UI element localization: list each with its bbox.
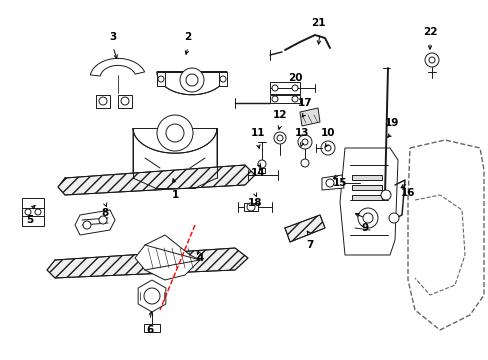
- Polygon shape: [285, 215, 325, 242]
- Text: 10: 10: [320, 128, 335, 138]
- Polygon shape: [219, 72, 226, 86]
- Bar: [259, 168, 264, 173]
- Bar: [351, 185, 381, 190]
- Circle shape: [258, 160, 265, 168]
- Polygon shape: [118, 95, 132, 108]
- Polygon shape: [90, 58, 144, 76]
- Polygon shape: [133, 128, 217, 188]
- Bar: [22, 198, 44, 226]
- Circle shape: [276, 135, 283, 141]
- Text: 22: 22: [422, 27, 436, 37]
- Polygon shape: [138, 280, 165, 312]
- Circle shape: [165, 124, 183, 142]
- Bar: [351, 175, 381, 180]
- Text: 6: 6: [146, 325, 153, 335]
- Polygon shape: [58, 165, 254, 195]
- Text: 14: 14: [250, 168, 265, 178]
- Text: 11: 11: [250, 128, 264, 138]
- Bar: [269, 95, 299, 103]
- Text: 1: 1: [171, 190, 178, 200]
- Circle shape: [297, 135, 311, 149]
- Circle shape: [380, 190, 390, 200]
- Circle shape: [121, 97, 129, 105]
- Text: 8: 8: [101, 208, 108, 218]
- Circle shape: [424, 53, 438, 67]
- Circle shape: [388, 213, 398, 223]
- Text: 21: 21: [310, 18, 325, 28]
- Polygon shape: [157, 72, 226, 95]
- Circle shape: [320, 141, 334, 155]
- Polygon shape: [157, 72, 164, 86]
- Text: 15: 15: [332, 178, 346, 188]
- Text: 20: 20: [287, 73, 302, 83]
- Circle shape: [99, 216, 107, 224]
- Text: 17: 17: [297, 98, 312, 108]
- Circle shape: [325, 145, 330, 151]
- Circle shape: [291, 96, 297, 102]
- Circle shape: [428, 57, 434, 63]
- Text: 18: 18: [247, 198, 262, 208]
- Circle shape: [301, 159, 308, 167]
- Circle shape: [271, 85, 278, 91]
- Polygon shape: [47, 248, 247, 278]
- Polygon shape: [135, 235, 200, 280]
- Circle shape: [25, 209, 31, 215]
- Polygon shape: [339, 148, 397, 255]
- Circle shape: [325, 179, 333, 187]
- Bar: [143, 324, 160, 332]
- Text: 9: 9: [361, 223, 368, 233]
- Circle shape: [271, 96, 278, 102]
- Circle shape: [291, 85, 297, 91]
- Text: 5: 5: [26, 215, 34, 225]
- Circle shape: [185, 74, 198, 86]
- Polygon shape: [96, 95, 110, 108]
- Circle shape: [302, 139, 307, 145]
- Circle shape: [220, 76, 225, 82]
- Circle shape: [157, 115, 193, 151]
- Text: 12: 12: [272, 110, 286, 120]
- Text: 13: 13: [294, 128, 308, 138]
- Text: 7: 7: [305, 240, 313, 250]
- Circle shape: [362, 213, 372, 223]
- Polygon shape: [75, 210, 115, 235]
- Circle shape: [99, 97, 107, 105]
- Circle shape: [158, 76, 163, 82]
- Polygon shape: [321, 175, 343, 190]
- Circle shape: [246, 203, 254, 211]
- Circle shape: [180, 68, 203, 92]
- Circle shape: [35, 209, 41, 215]
- Text: 19: 19: [384, 118, 398, 128]
- Text: 16: 16: [400, 188, 414, 198]
- Circle shape: [83, 221, 91, 229]
- Text: 2: 2: [184, 32, 191, 42]
- Bar: [351, 195, 381, 200]
- Circle shape: [143, 288, 160, 304]
- Polygon shape: [299, 108, 319, 126]
- Text: 3: 3: [109, 32, 116, 42]
- Text: 4: 4: [196, 253, 203, 263]
- Bar: [269, 82, 299, 94]
- Circle shape: [273, 132, 285, 144]
- Circle shape: [357, 208, 377, 228]
- Bar: [244, 203, 258, 211]
